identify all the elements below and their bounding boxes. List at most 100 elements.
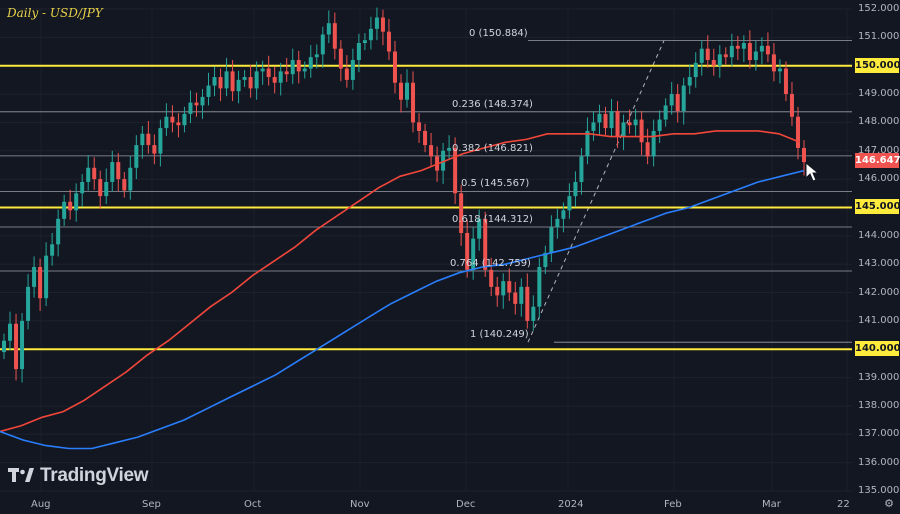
- y-tick-label: 135.000: [858, 485, 900, 496]
- candle-body: [573, 181, 578, 197]
- y-tick-label: 143.000: [858, 258, 900, 270]
- candle-body: [465, 232, 470, 270]
- candle-body: [20, 320, 25, 370]
- candle-body: [398, 82, 403, 100]
- candle-body: [459, 193, 464, 233]
- candle-body: [765, 45, 770, 55]
- candle-body: [489, 269, 494, 287]
- x-tick-label: Oct: [244, 499, 262, 510]
- candle-body: [212, 77, 217, 86]
- candle-body: [621, 122, 626, 137]
- candle-body: [555, 218, 560, 228]
- candle-body: [663, 105, 668, 120]
- candle-body: [320, 34, 325, 55]
- fib-level-label: 0.764 (142.759): [450, 258, 531, 269]
- tradingview-logo[interactable]: TradingView: [8, 465, 149, 487]
- candle-body: [597, 113, 602, 123]
- candle-body: [176, 122, 181, 126]
- candle-body: [242, 77, 247, 80]
- candle-body: [2, 340, 6, 353]
- y-tick-label: 151.000: [858, 31, 900, 43]
- candle-body: [519, 286, 524, 304]
- candle-body: [741, 43, 746, 49]
- candle-body: [657, 119, 662, 131]
- candle-body: [110, 162, 115, 182]
- candle-body: [675, 94, 680, 112]
- current-price-tag: 146.647: [855, 152, 900, 168]
- candle-body: [362, 40, 367, 44]
- x-tick-label: Feb: [664, 499, 682, 510]
- candle-body: [441, 150, 446, 171]
- candle-body: [531, 306, 536, 321]
- candle-body: [266, 68, 271, 78]
- candle-body: [477, 218, 482, 239]
- candle-body: [44, 255, 49, 299]
- ma-blue-line: [0, 169, 805, 450]
- candle-body: [471, 238, 476, 270]
- candle-body: [194, 102, 199, 106]
- tradingview-icon: [8, 468, 34, 482]
- candle-body: [8, 323, 13, 341]
- candle-body: [759, 45, 764, 52]
- price-level-tag: 145.000: [855, 199, 900, 215]
- x-tick-label: Sep: [142, 499, 161, 510]
- candle-body: [802, 147, 806, 163]
- fib-level-label: 1 (140.249): [470, 329, 529, 341]
- candle-body: [140, 133, 145, 146]
- candle-body: [224, 71, 229, 89]
- candle-body: [789, 94, 794, 117]
- settings-gear-icon[interactable]: ⚙: [884, 497, 894, 510]
- candle-body: [170, 116, 175, 123]
- candle-body: [561, 210, 566, 219]
- candle-body: [368, 28, 373, 41]
- candle-body: [729, 45, 734, 58]
- candle-body: [68, 201, 73, 211]
- candle-body: [549, 227, 554, 253]
- candle-body: [80, 181, 85, 194]
- candle-body: [453, 147, 458, 194]
- fib-level-label: 0.236 (148.374): [452, 98, 533, 110]
- candle-body: [338, 48, 343, 69]
- candle-body: [56, 218, 61, 245]
- candle-body: [206, 85, 211, 97]
- candle-body: [591, 122, 596, 131]
- candle-body: [609, 111, 614, 129]
- y-tick-label: 152.000: [858, 3, 900, 14]
- fib-level-label: 0.5 (145.567): [461, 178, 530, 190]
- y-tick-label: 139.000: [858, 371, 900, 383]
- candle-body: [423, 130, 428, 146]
- candle-body: [645, 142, 650, 157]
- fib-level-label: 0.382 (146.821): [452, 142, 533, 154]
- candle-body: [62, 201, 67, 219]
- candle-body: [158, 128, 163, 154]
- candle-body: [417, 122, 422, 131]
- candle-body: [134, 145, 139, 168]
- candle-body: [344, 68, 349, 80]
- candle-body: [639, 119, 644, 143]
- candle-body: [104, 181, 109, 197]
- candle-body: [32, 267, 37, 287]
- candle-body: [537, 267, 542, 307]
- candle-body: [699, 48, 704, 63]
- candle-body: [116, 162, 121, 180]
- candle-body: [705, 48, 710, 61]
- x-tick-label: 2024: [558, 499, 584, 510]
- candle-body: [777, 68, 782, 72]
- tradingview-wordmark: TradingView: [40, 465, 149, 486]
- candle-body: [711, 60, 716, 66]
- candle-body: [332, 23, 337, 49]
- candle-body: [350, 60, 355, 80]
- candle-body: [669, 94, 674, 106]
- candle-body: [687, 77, 692, 86]
- fib-level-label: 0 (150.884): [469, 27, 528, 39]
- candle-body: [146, 133, 151, 146]
- candle-body: [98, 179, 103, 197]
- candle-body: [74, 193, 79, 211]
- y-tick-label: 136.000: [858, 456, 900, 468]
- chart-title: Daily - USD/JPY: [7, 6, 103, 20]
- candle-body: [615, 111, 620, 137]
- candle-body: [525, 286, 530, 321]
- candle-body: [308, 57, 313, 69]
- candle-body: [627, 122, 632, 126]
